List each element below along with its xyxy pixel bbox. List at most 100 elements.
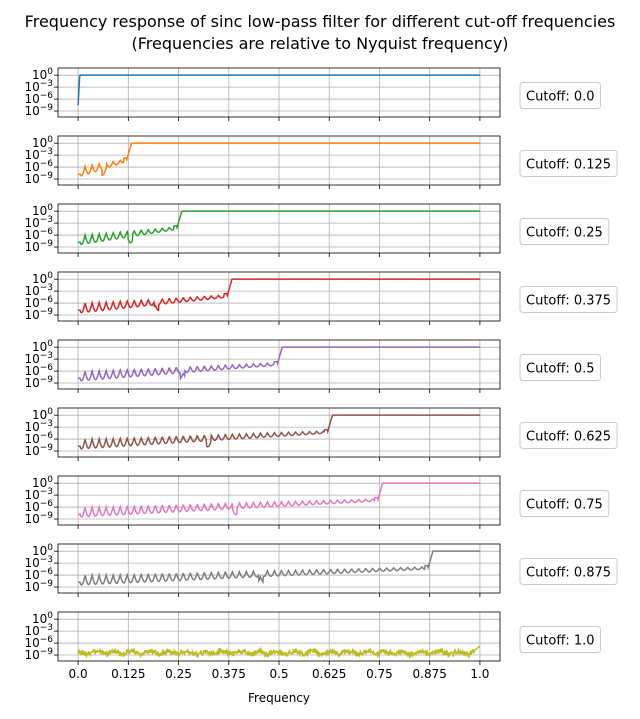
legend-entry: Cutoff: 0.0 bbox=[526, 90, 595, 105]
legend-entry: Cutoff: 0.875 bbox=[526, 566, 611, 581]
y-tick-label: 10−6 bbox=[24, 227, 53, 242]
y-tick-exponent: −6 bbox=[40, 363, 54, 373]
x-tick-label: 0.875 bbox=[413, 667, 447, 681]
y-tick-base: 10 bbox=[24, 240, 39, 254]
legend-box bbox=[519, 354, 602, 381]
y-tick-exponent: 0 bbox=[47, 407, 53, 417]
y-tick-label: 10−3 bbox=[24, 487, 53, 502]
y-tick-exponent: 0 bbox=[47, 611, 53, 621]
y-tick-exponent: −9 bbox=[40, 307, 54, 317]
y-tick-label: 10−9 bbox=[24, 375, 53, 390]
y-tick-label: 10−6 bbox=[24, 635, 53, 650]
series-line bbox=[78, 142, 480, 177]
x-tick-label: 0.625 bbox=[312, 667, 346, 681]
y-tick-base: 10 bbox=[24, 296, 39, 310]
y-tick-base: 10 bbox=[24, 636, 39, 650]
legend-entry: Cutoff: 1.0 bbox=[526, 634, 595, 649]
y-tick-base: 10 bbox=[24, 376, 39, 390]
y-tick-label: 100 bbox=[32, 135, 53, 150]
legend-box bbox=[519, 558, 618, 585]
legend-box bbox=[519, 286, 618, 313]
y-tick-exponent: −9 bbox=[40, 647, 54, 657]
y-tick-base: 10 bbox=[24, 580, 39, 594]
y-tick-exponent: −6 bbox=[40, 567, 54, 577]
x-tick-label: 0.25 bbox=[165, 667, 192, 681]
y-tick-exponent: −9 bbox=[40, 511, 54, 521]
y-tick-exponent: −3 bbox=[40, 215, 53, 225]
y-tick-base: 10 bbox=[24, 352, 39, 366]
y-tick-base: 10 bbox=[32, 612, 47, 626]
y-tick-label: 10−6 bbox=[24, 363, 53, 378]
x-tick-label: 1.0 bbox=[470, 667, 489, 681]
y-tick-base: 10 bbox=[24, 284, 39, 298]
y-tick-base: 10 bbox=[24, 500, 39, 514]
x-tick-label: 0.125 bbox=[111, 667, 145, 681]
x-tick-label: 0.375 bbox=[212, 667, 246, 681]
y-tick-exponent: 0 bbox=[47, 203, 53, 213]
y-tick-label: 10−6 bbox=[24, 567, 53, 582]
x-tick-label: 0.0 bbox=[69, 667, 88, 681]
x-tick-label: 0.5 bbox=[269, 667, 288, 681]
y-tick-base: 10 bbox=[24, 228, 39, 242]
y-tick-label: 10−9 bbox=[24, 307, 53, 322]
legend-box bbox=[519, 422, 618, 449]
y-tick-base: 10 bbox=[24, 556, 39, 570]
y-tick-exponent: 0 bbox=[47, 543, 53, 553]
y-tick-exponent: 0 bbox=[47, 135, 53, 145]
y-tick-label: 10−9 bbox=[24, 171, 53, 186]
y-tick-exponent: −6 bbox=[40, 635, 54, 645]
y-tick-label: 10−3 bbox=[24, 283, 53, 298]
legend-entry: Cutoff: 0.375 bbox=[526, 294, 611, 309]
y-tick-label: 10−6 bbox=[24, 295, 53, 310]
y-tick-exponent: −3 bbox=[40, 419, 53, 429]
y-tick-label: 10−9 bbox=[24, 647, 53, 662]
y-tick-exponent: −6 bbox=[40, 295, 54, 305]
y-tick-base: 10 bbox=[24, 444, 39, 458]
y-tick-base: 10 bbox=[24, 420, 39, 434]
series-line bbox=[77, 645, 481, 660]
y-tick-label: 10−9 bbox=[24, 511, 53, 526]
y-tick-label: 10−6 bbox=[24, 159, 53, 174]
y-tick-base: 10 bbox=[24, 80, 39, 94]
chart-subtitle: (Frequencies are relative to Nyquist fre… bbox=[131, 34, 508, 53]
y-tick-exponent: −3 bbox=[40, 487, 53, 497]
y-tick-base: 10 bbox=[32, 68, 47, 82]
y-tick-base: 10 bbox=[24, 512, 39, 526]
y-tick-base: 10 bbox=[24, 216, 39, 230]
y-tick-exponent: 0 bbox=[47, 67, 53, 77]
y-tick-base: 10 bbox=[32, 204, 47, 218]
legend-box bbox=[519, 626, 602, 653]
y-tick-exponent: −3 bbox=[40, 555, 53, 565]
y-tick-label: 100 bbox=[32, 203, 53, 218]
y-tick-base: 10 bbox=[32, 272, 47, 286]
y-tick-base: 10 bbox=[24, 160, 39, 174]
series-line bbox=[78, 210, 480, 246]
y-tick-label: 10−3 bbox=[24, 215, 53, 230]
y-tick-label: 10−9 bbox=[24, 239, 53, 254]
legend-box bbox=[519, 490, 610, 517]
y-tick-label: 100 bbox=[32, 475, 53, 490]
y-tick-base: 10 bbox=[24, 104, 39, 118]
y-tick-base: 10 bbox=[24, 568, 39, 582]
y-tick-label: 10−6 bbox=[24, 499, 53, 514]
y-tick-label: 10−3 bbox=[24, 623, 53, 638]
y-tick-label: 10−3 bbox=[24, 555, 53, 570]
subplot: 0.0 0.125 0.25 0.375 0.5 0.625 0.75 0.875 1.0100… bbox=[24, 611, 602, 681]
y-tick-label: 100 bbox=[32, 271, 53, 286]
y-tick-label: 100 bbox=[32, 543, 53, 558]
y-tick-base: 10 bbox=[24, 364, 39, 378]
y-tick-label: 100 bbox=[32, 67, 53, 82]
y-tick-label: 10−9 bbox=[24, 579, 53, 594]
y-tick-exponent: −6 bbox=[40, 431, 54, 441]
y-tick-base: 10 bbox=[32, 544, 47, 558]
y-tick-base: 10 bbox=[24, 432, 39, 446]
y-tick-exponent: −3 bbox=[40, 351, 53, 361]
legend-box bbox=[519, 218, 610, 245]
series-line bbox=[77, 74, 480, 106]
